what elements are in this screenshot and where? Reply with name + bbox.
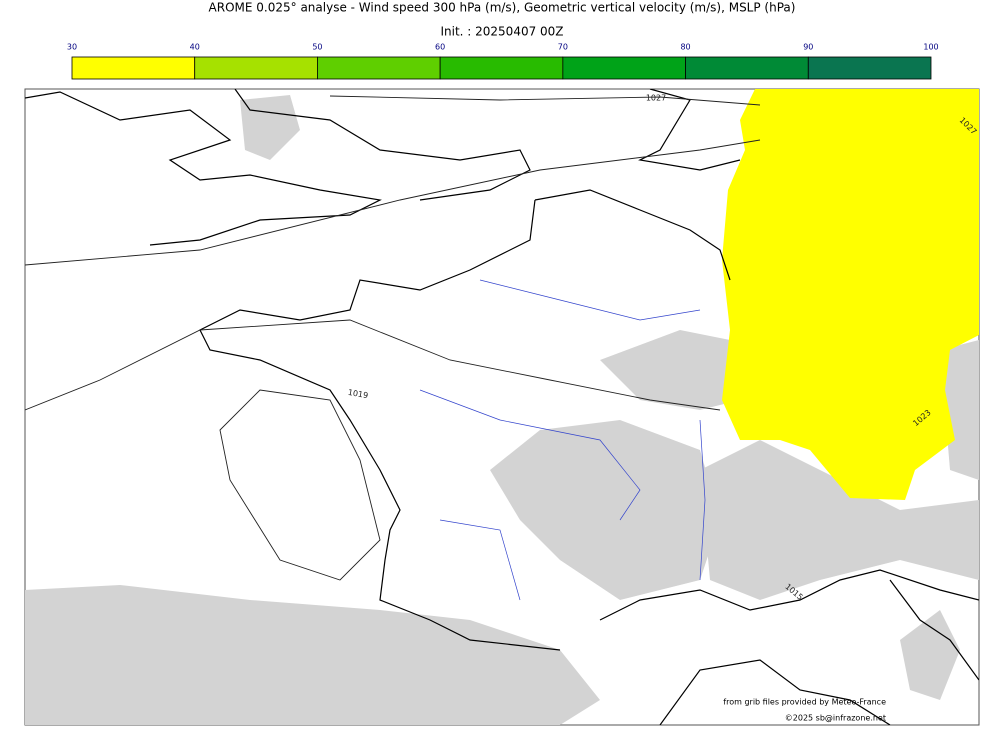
title: AROME 0.025° analyse - Wind speed 300 hP… xyxy=(209,1,796,15)
isobars xyxy=(25,95,761,581)
colorbar-segment xyxy=(194,56,318,80)
colorbar-tick-label: 40 xyxy=(190,43,200,52)
subtitle: Init. : 20250407 00Z xyxy=(440,25,563,39)
colorbar-segment xyxy=(317,56,441,80)
colorbar-segment xyxy=(685,56,809,80)
colorbar-tick-label: 70 xyxy=(558,43,568,52)
colorbar-segment xyxy=(439,56,564,80)
isobar-label: 1027 xyxy=(646,94,666,103)
colorbar-segment xyxy=(562,56,686,80)
colorbar-segment xyxy=(71,56,196,80)
credit-author: ©2025 sb@infrazone.net xyxy=(785,714,886,723)
colorbar-segment xyxy=(807,56,932,80)
vertical-velocity-shading xyxy=(25,95,979,725)
colorbar-tick-label: 80 xyxy=(680,43,690,52)
colorbar-tick-label: 100 xyxy=(923,43,938,52)
colorbar-tick-label: 30 xyxy=(67,43,77,52)
wind-speed-area xyxy=(722,89,979,500)
rivers xyxy=(419,279,706,601)
isobar-label: 1019 xyxy=(347,388,369,400)
credit-source: from grib files provided by Meteo-France xyxy=(723,698,886,707)
colorbar: 30 40 50 60 70 80 90 100 xyxy=(67,43,939,80)
colorbar-tick-label: 50 xyxy=(312,43,322,52)
coastlines xyxy=(25,89,979,725)
colorbar-tick-label: 90 xyxy=(803,43,813,52)
colorbar-tick-label: 60 xyxy=(435,43,445,52)
